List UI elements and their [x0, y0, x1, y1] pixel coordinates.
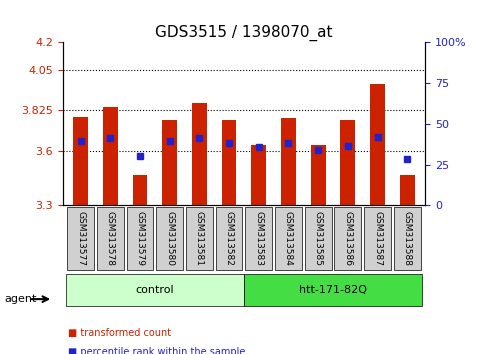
- FancyBboxPatch shape: [66, 274, 244, 306]
- Bar: [192, 103, 207, 205]
- Bar: [103, 107, 118, 205]
- FancyBboxPatch shape: [275, 207, 302, 269]
- FancyBboxPatch shape: [186, 207, 213, 269]
- Bar: [370, 84, 385, 205]
- FancyBboxPatch shape: [245, 207, 272, 269]
- Text: control: control: [136, 285, 174, 295]
- Bar: [400, 175, 414, 205]
- Bar: [162, 120, 177, 205]
- Bar: [251, 145, 266, 205]
- Bar: [281, 118, 296, 205]
- FancyBboxPatch shape: [156, 207, 183, 269]
- FancyBboxPatch shape: [244, 274, 422, 306]
- Bar: [132, 175, 147, 205]
- FancyBboxPatch shape: [305, 207, 331, 269]
- Title: GDS3515 / 1398070_at: GDS3515 / 1398070_at: [155, 25, 333, 41]
- FancyBboxPatch shape: [364, 207, 391, 269]
- Text: GSM313583: GSM313583: [254, 211, 263, 266]
- Text: GSM313582: GSM313582: [225, 211, 234, 266]
- FancyBboxPatch shape: [97, 207, 124, 269]
- FancyBboxPatch shape: [127, 207, 154, 269]
- Bar: [222, 120, 237, 205]
- Text: GSM313588: GSM313588: [403, 211, 412, 266]
- Text: htt-171-82Q: htt-171-82Q: [299, 285, 367, 295]
- Text: ■ transformed count: ■ transformed count: [68, 328, 171, 338]
- Text: GSM313580: GSM313580: [165, 211, 174, 266]
- Text: GSM313584: GSM313584: [284, 211, 293, 266]
- Text: GSM313585: GSM313585: [313, 211, 323, 266]
- FancyBboxPatch shape: [394, 207, 421, 269]
- Text: GSM313579: GSM313579: [136, 211, 144, 266]
- Text: GSM313581: GSM313581: [195, 211, 204, 266]
- Text: GSM313587: GSM313587: [373, 211, 382, 266]
- Text: agent: agent: [5, 294, 37, 304]
- Bar: [311, 145, 326, 205]
- Bar: [73, 117, 88, 205]
- Text: GSM313578: GSM313578: [106, 211, 115, 266]
- Bar: [341, 120, 355, 205]
- FancyBboxPatch shape: [335, 207, 361, 269]
- Text: GSM313577: GSM313577: [76, 211, 85, 266]
- Text: GSM313586: GSM313586: [343, 211, 352, 266]
- FancyBboxPatch shape: [67, 207, 94, 269]
- FancyBboxPatch shape: [216, 207, 242, 269]
- Text: ■ percentile rank within the sample: ■ percentile rank within the sample: [68, 347, 245, 354]
